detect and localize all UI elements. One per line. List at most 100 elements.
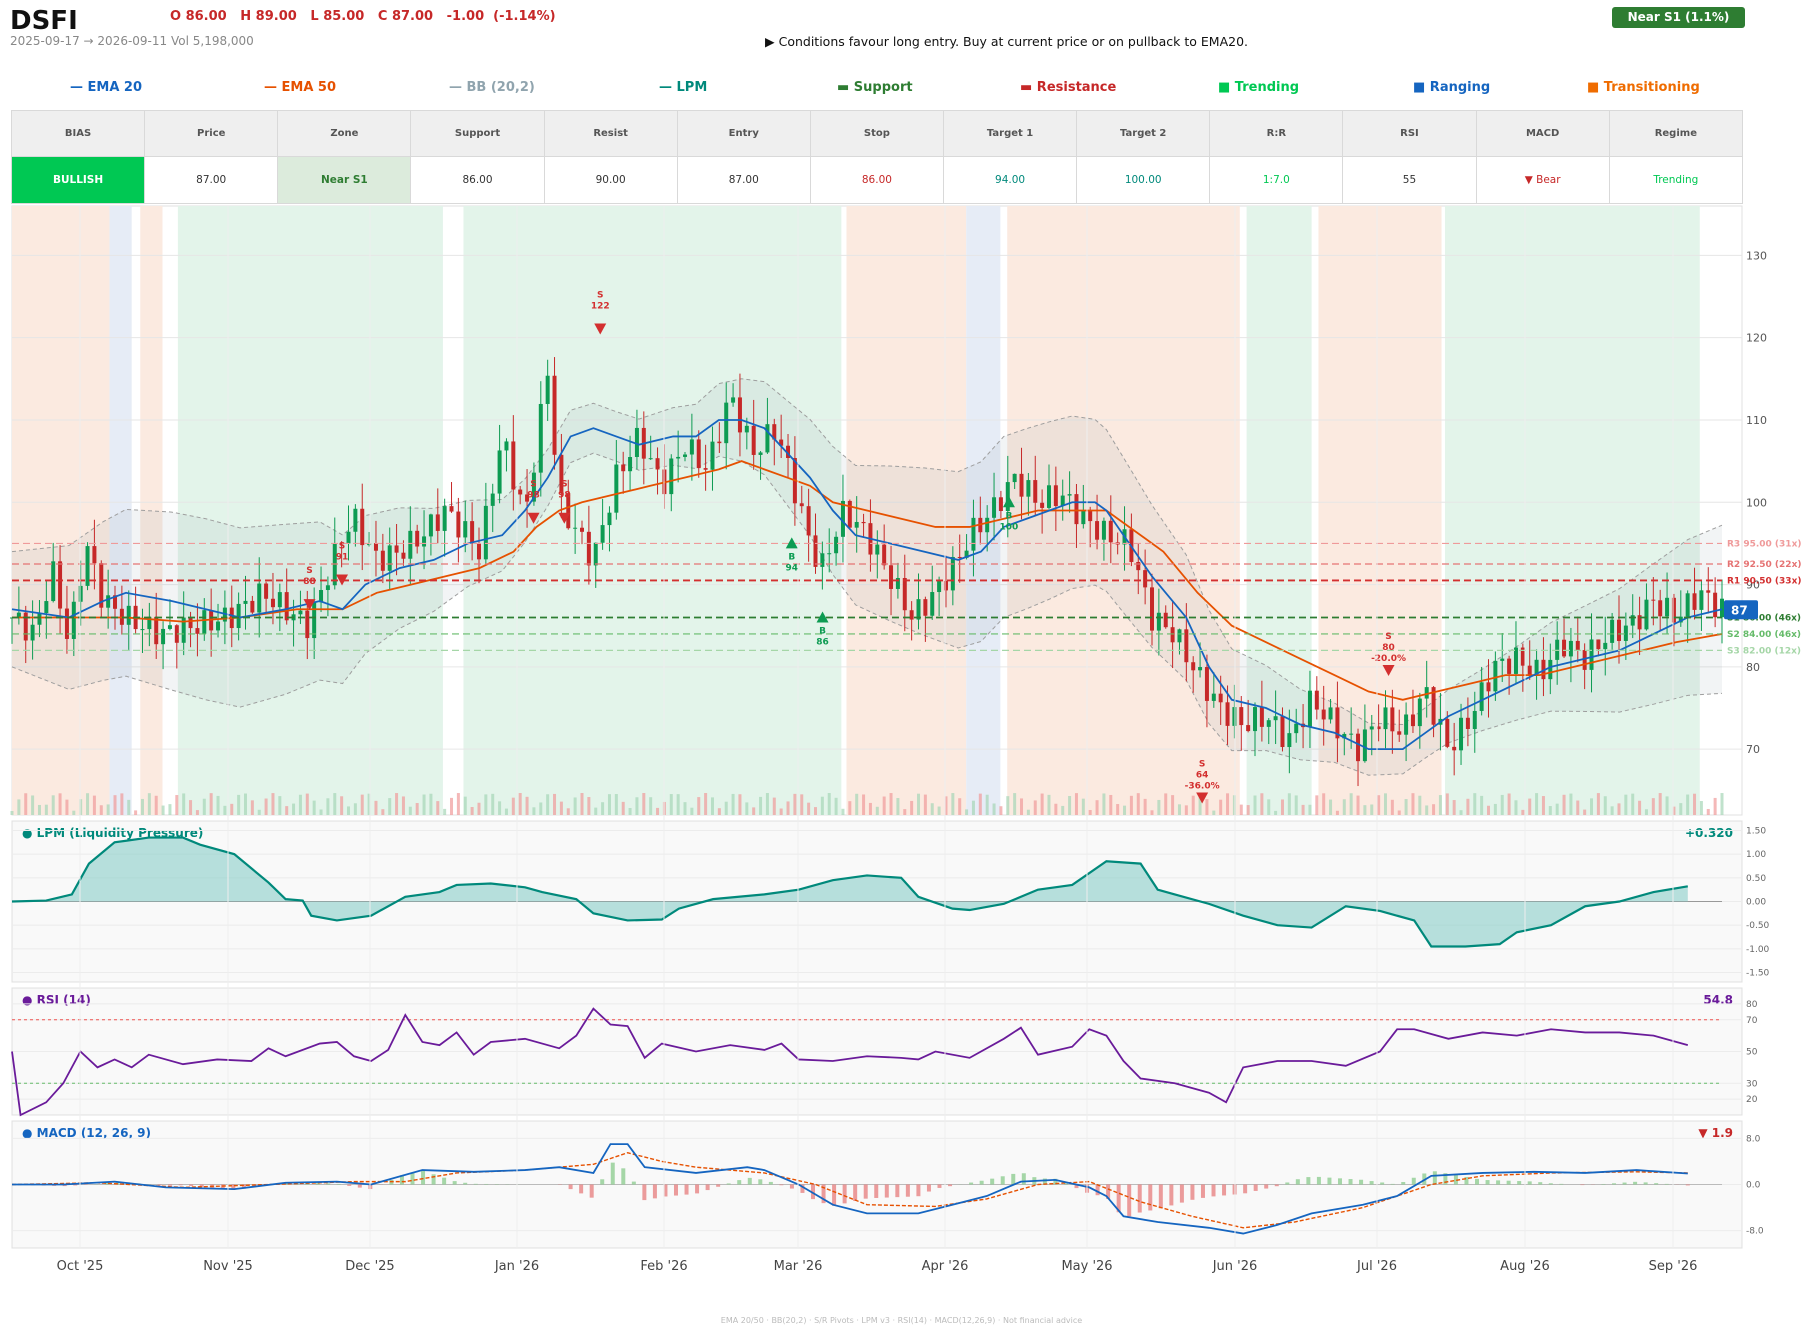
macd-histogram-bar: [1127, 1184, 1132, 1217]
candle-body: [373, 543, 378, 551]
candle-body: [1410, 714, 1415, 727]
volume-bar: [999, 806, 1003, 815]
candle-body: [696, 439, 701, 469]
macd-histogram-bar: [1253, 1184, 1258, 1191]
macd-histogram-bar: [1063, 1183, 1068, 1185]
macd-histogram-bar: [1390, 1183, 1395, 1185]
candle-body: [71, 601, 76, 639]
legend-resistance[interactable]: ▬ Resistance: [1020, 80, 1117, 95]
volume-bar: [168, 804, 172, 815]
x-tick-label: Mar '26: [774, 1259, 823, 1274]
volume-bar: [813, 807, 817, 815]
volume-bar: [587, 797, 591, 815]
candle-body: [463, 521, 468, 538]
volume-bar: [985, 794, 989, 815]
candle-body: [319, 590, 324, 603]
macd-histogram-bar: [652, 1184, 657, 1199]
candle-body: [1019, 473, 1024, 497]
volume-bar: [1638, 800, 1642, 815]
macd-histogram-bar: [1000, 1176, 1005, 1185]
macd-histogram-bar: [115, 1181, 120, 1185]
y-tick-label: -0.50: [1746, 921, 1770, 931]
marker-label: 88: [303, 577, 316, 587]
volume-bar: [456, 793, 460, 815]
volume-bar: [209, 793, 213, 815]
candle-body: [1623, 625, 1628, 641]
candle-body: [167, 625, 172, 629]
volume-bar: [1596, 793, 1600, 815]
volume-bar: [1260, 793, 1264, 815]
macd-histogram-bar: [199, 1184, 204, 1187]
macd-histogram-bar: [357, 1184, 362, 1188]
target2-cell: 100.00: [1076, 156, 1211, 204]
volume-bar: [1555, 803, 1559, 815]
macd-histogram-bar: [1548, 1183, 1553, 1185]
macd-histogram-bar: [463, 1182, 468, 1185]
macd-histogram-bar: [1654, 1183, 1659, 1185]
candle-body: [64, 608, 69, 639]
volume-bar: [1308, 804, 1312, 815]
marker-label: 98: [558, 491, 571, 501]
macd-histogram-bar: [990, 1178, 995, 1185]
candle-body: [1520, 647, 1525, 666]
volume-bar: [951, 793, 955, 815]
y-tick-label: 30: [1746, 1079, 1758, 1089]
candle-body: [504, 441, 509, 451]
macd-histogram-bar: [874, 1184, 879, 1198]
volume-bar: [305, 793, 309, 815]
panel-last-value: ▼ 1.9: [1698, 1126, 1733, 1140]
volume-bar: [580, 793, 584, 815]
macd-histogram-bar: [705, 1184, 710, 1191]
volume-bar: [1562, 794, 1566, 815]
marker-label: -36.0%: [1185, 782, 1220, 792]
legend-trending[interactable]: ■ Trending: [1218, 80, 1300, 95]
candle-body: [971, 517, 976, 551]
volume-bar: [340, 796, 344, 815]
legend-support[interactable]: ▬ Support: [837, 80, 913, 95]
y-tick-label: 0.50: [1746, 874, 1766, 884]
macd-histogram-bar: [579, 1184, 584, 1194]
x-tick-label: Aug '26: [1500, 1259, 1550, 1274]
volume-bar: [1473, 793, 1477, 815]
volume-bar: [408, 806, 412, 815]
volume-bar: [10, 811, 14, 815]
legend-bb[interactable]: — BB (20,2): [449, 80, 535, 95]
volume-bar: [1246, 805, 1250, 815]
volume-bar: [765, 793, 769, 815]
candle-body: [442, 506, 447, 531]
candle-body: [394, 545, 399, 553]
ema20-line: [11, 419, 1723, 751]
candle-body: [1527, 665, 1532, 676]
macd-histogram-bar: [1021, 1173, 1026, 1185]
legend-ema50[interactable]: — EMA 50: [264, 80, 337, 95]
regime-band: [1444, 206, 1700, 815]
y-tick-label: 110: [1746, 414, 1767, 427]
legend-transitioning[interactable]: ■ Transitioning: [1587, 80, 1700, 95]
candle-body: [435, 514, 440, 531]
candle-body: [30, 624, 35, 641]
volume-bar: [422, 794, 426, 815]
legend-ema20[interactable]: — EMA 20: [70, 80, 143, 95]
candle-body: [1678, 616, 1683, 623]
volume-bar: [237, 794, 241, 815]
candle-body: [367, 543, 372, 546]
candle-body: [1108, 520, 1113, 543]
candle-body: [1349, 733, 1354, 735]
volume-bar: [140, 798, 144, 815]
legend-lpm[interactable]: — LPM: [659, 80, 708, 95]
volume-bar: [37, 804, 41, 815]
candle-body: [538, 403, 543, 473]
marker-label: B: [819, 626, 826, 636]
volume-bar: [312, 800, 316, 815]
macd-histogram-bar: [1601, 1183, 1606, 1185]
candle-body: [511, 441, 516, 490]
legend-ranging[interactable]: ■ Ranging: [1413, 80, 1491, 95]
sell-marker: [1382, 664, 1395, 676]
volume-bar: [189, 800, 193, 815]
volume-bar: [1713, 797, 1717, 815]
marker-label: 80: [1382, 643, 1395, 653]
candle-body: [1431, 687, 1436, 725]
volume-bar: [841, 808, 845, 815]
sell-marker: [1196, 792, 1209, 804]
candle-body: [710, 441, 715, 470]
